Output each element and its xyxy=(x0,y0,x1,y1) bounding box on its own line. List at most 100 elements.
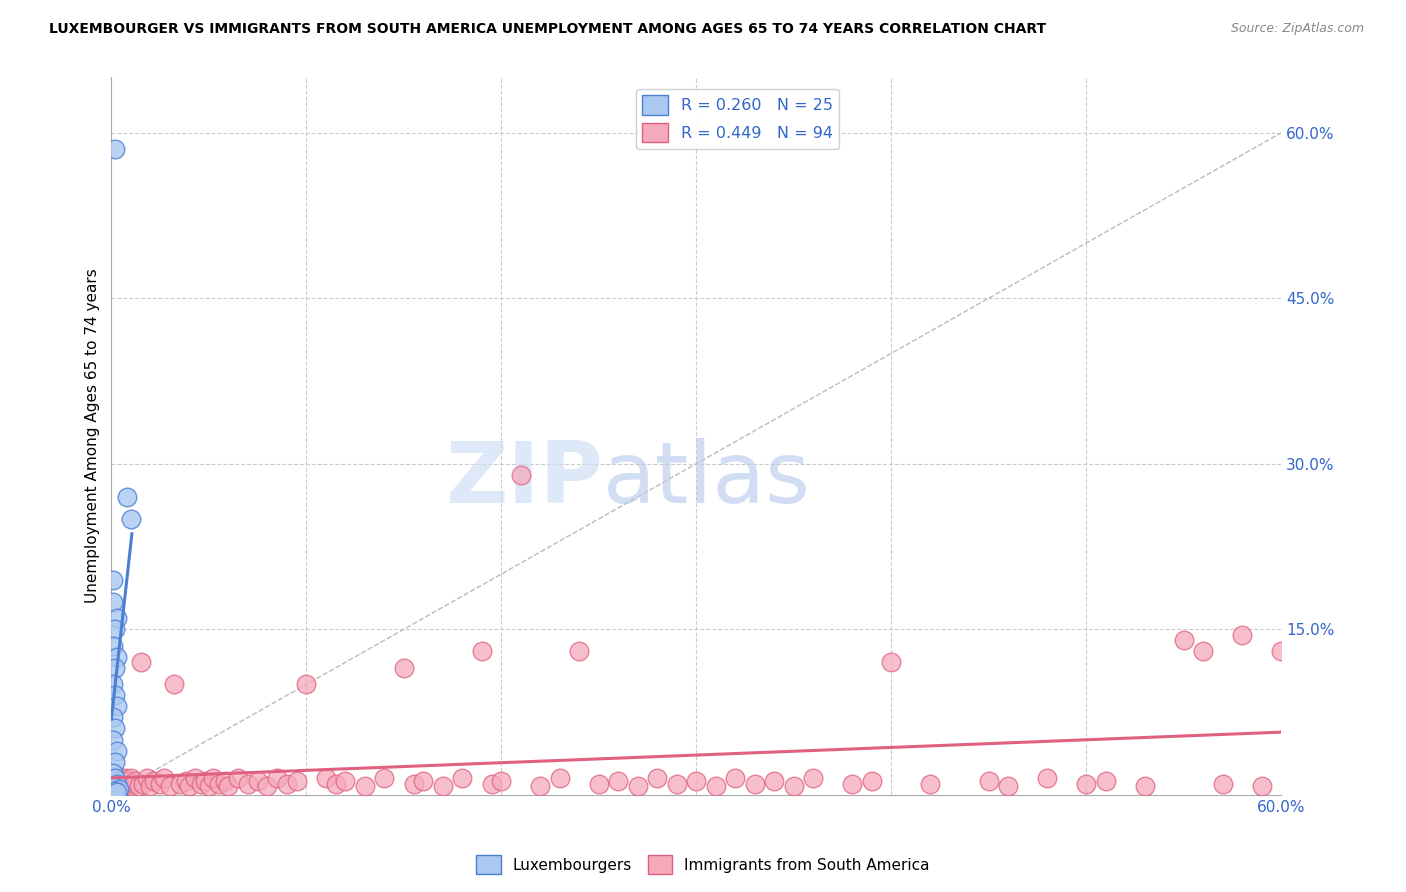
Point xyxy=(104,622,127,636)
Point xyxy=(103,594,125,608)
Point xyxy=(104,755,127,769)
Text: atlas: atlas xyxy=(603,438,811,521)
Point xyxy=(105,649,128,664)
Point xyxy=(295,677,318,691)
Point xyxy=(1036,771,1059,785)
Point xyxy=(568,644,591,658)
Point xyxy=(194,774,217,789)
Point xyxy=(105,611,128,625)
Point xyxy=(118,774,141,789)
Point xyxy=(1251,779,1274,793)
Point xyxy=(627,779,650,793)
Text: Source: ZipAtlas.com: Source: ZipAtlas.com xyxy=(1230,22,1364,36)
Point xyxy=(198,779,221,793)
Point xyxy=(190,777,212,791)
Point xyxy=(335,774,357,789)
Point xyxy=(246,774,269,789)
Point xyxy=(108,782,131,797)
Point xyxy=(131,777,153,791)
Point xyxy=(104,722,127,736)
Point xyxy=(104,771,127,785)
Point xyxy=(179,779,201,793)
Point xyxy=(1192,644,1215,658)
Point xyxy=(104,784,127,798)
Point xyxy=(104,142,127,156)
Point xyxy=(163,677,186,691)
Point xyxy=(803,771,825,785)
Point xyxy=(120,512,142,526)
Point xyxy=(103,779,125,793)
Point xyxy=(1076,777,1098,791)
Point xyxy=(103,710,125,724)
Point xyxy=(432,779,454,793)
Point xyxy=(124,774,146,789)
Point xyxy=(920,777,942,791)
Point xyxy=(139,779,162,793)
Point xyxy=(114,771,136,785)
Point xyxy=(665,777,688,791)
Point xyxy=(135,771,157,785)
Point xyxy=(860,774,883,789)
Point xyxy=(217,779,239,793)
Point xyxy=(149,777,172,791)
Point xyxy=(880,655,903,669)
Point xyxy=(783,779,806,793)
Point xyxy=(114,779,136,793)
Point xyxy=(124,777,146,791)
Point xyxy=(103,779,125,793)
Point xyxy=(105,774,128,789)
Point xyxy=(214,774,236,789)
Point xyxy=(103,782,125,797)
Point xyxy=(763,774,786,789)
Point xyxy=(491,774,513,789)
Point xyxy=(724,771,747,785)
Point xyxy=(174,774,197,789)
Point xyxy=(104,689,127,703)
Point xyxy=(509,467,531,482)
Point xyxy=(977,774,1000,789)
Point xyxy=(105,779,128,793)
Y-axis label: Unemployment Among Ages 65 to 74 years: Unemployment Among Ages 65 to 74 years xyxy=(86,268,100,604)
Point xyxy=(103,765,125,780)
Point xyxy=(412,774,434,789)
Point xyxy=(647,771,669,785)
Point xyxy=(451,771,474,785)
Point xyxy=(208,777,231,791)
Point xyxy=(1133,779,1156,793)
Point xyxy=(588,777,610,791)
Point xyxy=(184,771,207,785)
Point xyxy=(276,777,298,791)
Point xyxy=(103,732,125,747)
Point xyxy=(169,777,191,791)
Legend: R = 0.260   N = 25, R = 0.449   N = 94: R = 0.260 N = 25, R = 0.449 N = 94 xyxy=(636,89,839,149)
Point xyxy=(529,779,551,793)
Point xyxy=(129,655,152,669)
Point xyxy=(607,774,630,789)
Point xyxy=(285,774,308,789)
Point xyxy=(103,573,125,587)
Point xyxy=(841,777,863,791)
Point xyxy=(402,777,425,791)
Point xyxy=(120,771,142,785)
Point xyxy=(392,661,415,675)
Point xyxy=(201,771,224,785)
Point xyxy=(481,777,503,791)
Point xyxy=(685,774,707,789)
Point xyxy=(143,774,166,789)
Point xyxy=(110,779,132,793)
Point xyxy=(115,777,138,791)
Point xyxy=(105,785,128,799)
Point xyxy=(103,677,125,691)
Point xyxy=(105,777,128,791)
Point xyxy=(128,779,150,793)
Point xyxy=(548,771,571,785)
Point xyxy=(1173,633,1195,648)
Point xyxy=(108,777,131,791)
Point xyxy=(153,771,176,785)
Text: LUXEMBOURGER VS IMMIGRANTS FROM SOUTH AMERICA UNEMPLOYMENT AMONG AGES 65 TO 74 Y: LUXEMBOURGER VS IMMIGRANTS FROM SOUTH AM… xyxy=(49,22,1046,37)
Point xyxy=(108,782,131,797)
Point xyxy=(315,771,337,785)
Point xyxy=(115,490,138,504)
Point xyxy=(1212,777,1234,791)
Point xyxy=(1270,644,1292,658)
